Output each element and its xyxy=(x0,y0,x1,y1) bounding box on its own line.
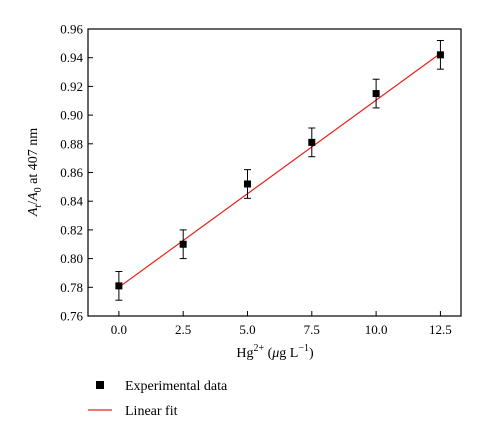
plot-frame xyxy=(87,28,462,317)
y-tick-label: 0.80 xyxy=(60,251,83,266)
data-marker xyxy=(115,282,123,290)
data-point xyxy=(179,229,187,260)
x-axis: 0.0 2.5 5.0 7.5 10.0 12.5 xyxy=(111,311,452,337)
y-axis: 0.76 0.78 0.80 0.82 0.84 0.86 0.88 0.90 0.92 0.94… xyxy=(60,22,93,324)
y-tick-label: 0.90 xyxy=(60,108,83,123)
y-tick-label: 0.76 xyxy=(60,309,83,324)
y-axis-title: At/A0 at 407 nm xyxy=(26,128,44,217)
legend-label-fit: Linear fit xyxy=(125,404,178,419)
data-point xyxy=(243,169,251,199)
x-axis-title: Hg2+ (μg L−1) xyxy=(236,343,314,361)
x-tick-label: 0.0 xyxy=(111,322,127,337)
legend: Experimental data Linear fit xyxy=(88,379,228,419)
plot-area xyxy=(87,28,462,317)
x-tick-label: 2.5 xyxy=(175,322,191,337)
legend-label-experimental: Experimental data xyxy=(125,379,228,394)
legend-marker-experimental xyxy=(96,381,104,389)
y-tick-label: 0.86 xyxy=(60,165,83,180)
data-layer xyxy=(115,39,444,301)
data-point xyxy=(308,127,316,158)
y-tick-label: 0.92 xyxy=(60,79,83,94)
data-marker xyxy=(436,51,444,59)
fit-layer xyxy=(118,52,441,288)
x-tick-label: 12.5 xyxy=(429,322,452,337)
data-point xyxy=(436,39,444,70)
data-marker xyxy=(308,138,316,146)
series-line-linear-fit xyxy=(118,52,441,288)
y-tick-label: 0.84 xyxy=(60,194,83,209)
y-tick-label: 0.82 xyxy=(60,222,83,237)
x-tick-label: 5.0 xyxy=(239,322,255,337)
x-tick-label: 10.0 xyxy=(365,322,388,337)
data-marker xyxy=(179,240,187,248)
data-point xyxy=(115,271,123,301)
data-point xyxy=(372,78,380,109)
y-tick-label: 0.96 xyxy=(60,22,83,37)
data-marker xyxy=(243,180,251,188)
y-tick-label: 0.78 xyxy=(60,280,83,295)
data-marker xyxy=(372,90,380,98)
y-tick-label: 0.94 xyxy=(60,50,83,65)
x-tick-label: 7.5 xyxy=(304,322,320,337)
y-tick-label: 0.88 xyxy=(60,136,83,151)
